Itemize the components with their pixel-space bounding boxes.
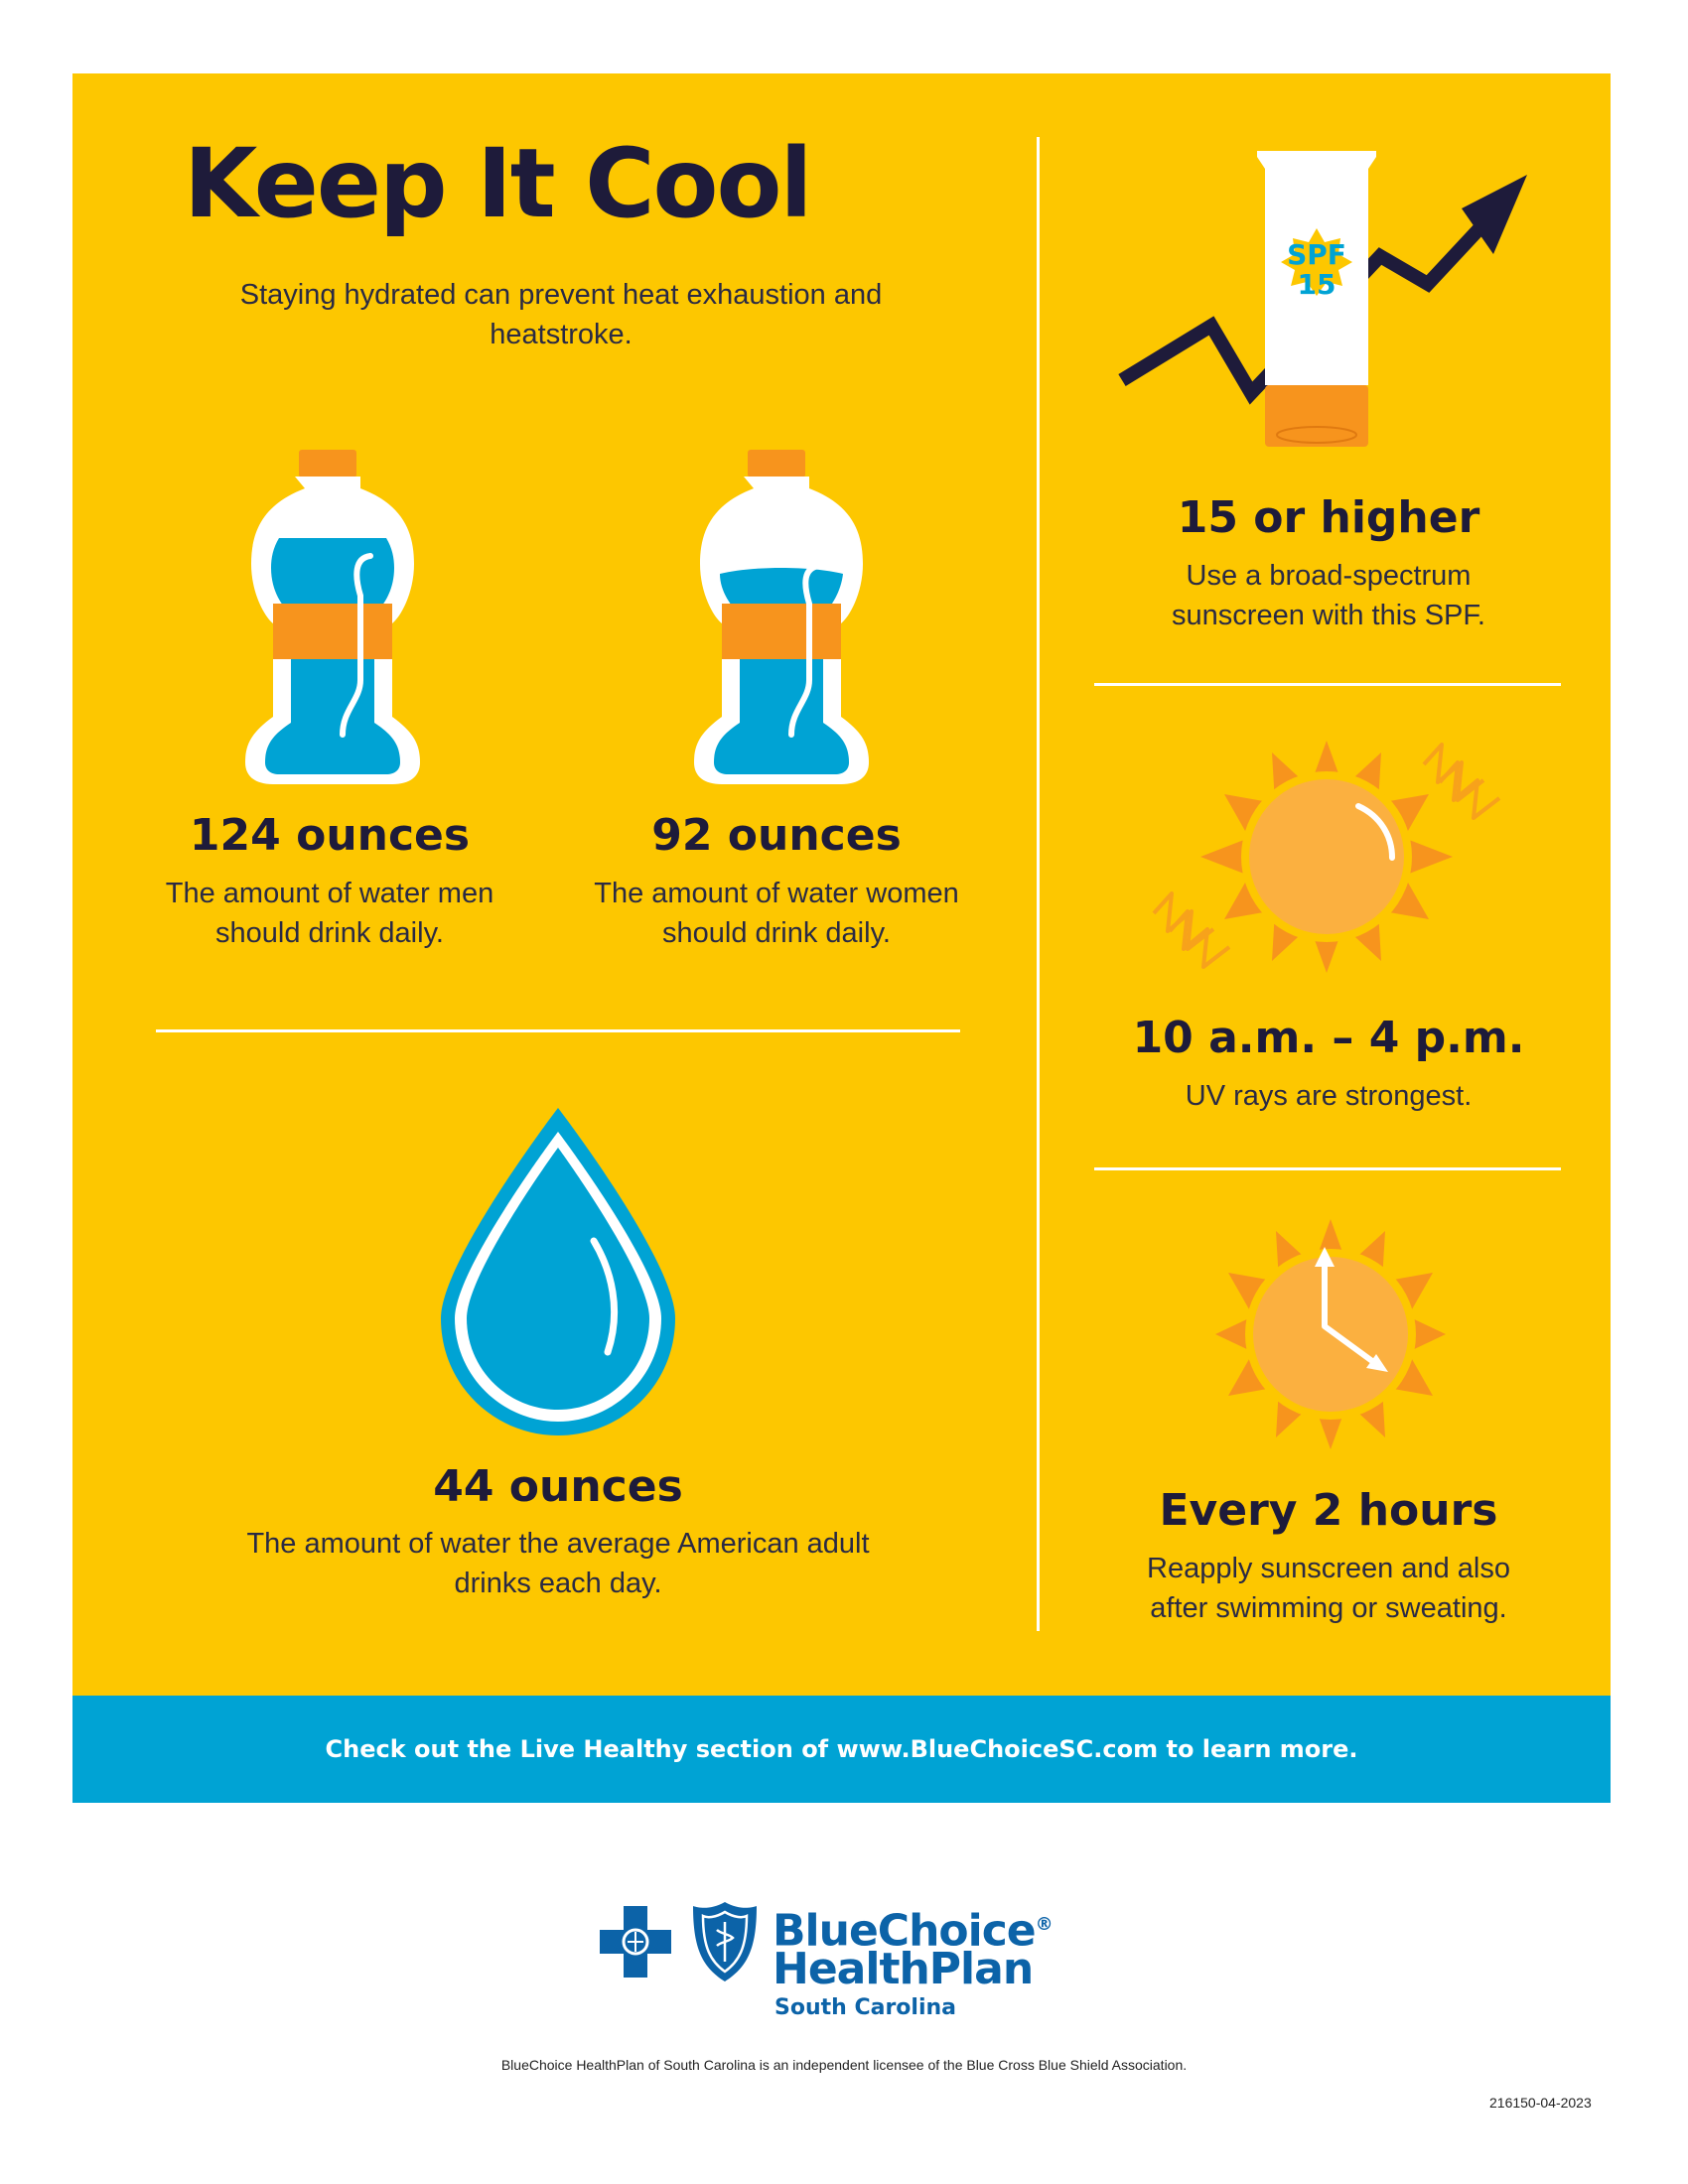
women-ounces-stat: 92 ounces — [651, 810, 902, 861]
right-divider-top — [1094, 683, 1561, 686]
spf-desc: Use a broad-spectrum sunscreen with this… — [1172, 560, 1485, 631]
reapply-desc: Reapply sunscreen and also after swimmin… — [1147, 1553, 1510, 1624]
sunscreen-tube-icon: SPF 15 — [1257, 151, 1376, 447]
clock-sun-icon — [1215, 1219, 1446, 1449]
blue-cross-icon — [600, 1906, 671, 1978]
sun-icon — [1152, 741, 1501, 973]
average-ounces-stat: 44 ounces — [433, 1461, 683, 1512]
spf-badge-line2: 15 — [1298, 268, 1336, 301]
water-drop-icon — [441, 1108, 675, 1435]
women-ounces-desc: The amount of water women should drink d… — [594, 878, 959, 949]
blue-shield-icon — [693, 1902, 757, 1981]
reapply-stat: Every 2 hours — [1159, 1485, 1498, 1536]
men-ounces-desc: The amount of water men should drink dai… — [165, 878, 494, 949]
disclaimer-text: BlueChoice HealthPlan of South Carolina … — [500, 2057, 1188, 2073]
water-bottle-icon — [694, 450, 869, 784]
average-ounces-desc: The amount of water the average American… — [246, 1528, 870, 1599]
logo-line-bluechoice: BlueChoice® — [773, 1905, 1054, 1957]
men-ounces-stat: 124 ounces — [189, 810, 471, 861]
document-code: 216150-04-2023 — [1489, 2095, 1592, 2111]
center-divider — [1037, 137, 1040, 1631]
registered-mark: ® — [1035, 1914, 1054, 1935]
uv-hours-desc: UV rays are strongest. — [1185, 1080, 1473, 1112]
page-title: Keep It Cool — [184, 128, 812, 239]
cta-banner: Check out the Live Healthy section of ww… — [72, 1696, 1611, 1803]
right-divider-bottom — [1094, 1167, 1561, 1170]
intro-text: Staying hydrated can prevent heat exhaus… — [239, 279, 883, 350]
spf-badge-line1: SPF — [1287, 238, 1346, 271]
cta-banner-text[interactable]: Check out the Live Healthy section of ww… — [325, 1735, 1358, 1763]
uv-hours-stat: 10 a.m. – 4 p.m. — [1132, 1013, 1525, 1063]
spf-stat: 15 or higher — [1177, 492, 1480, 543]
water-bottle-icon — [245, 450, 420, 784]
left-divider — [156, 1029, 960, 1032]
logo-line-healthplan: HealthPlan — [773, 1944, 1034, 1994]
logo-line-state: South Carolina — [774, 1995, 957, 2020]
